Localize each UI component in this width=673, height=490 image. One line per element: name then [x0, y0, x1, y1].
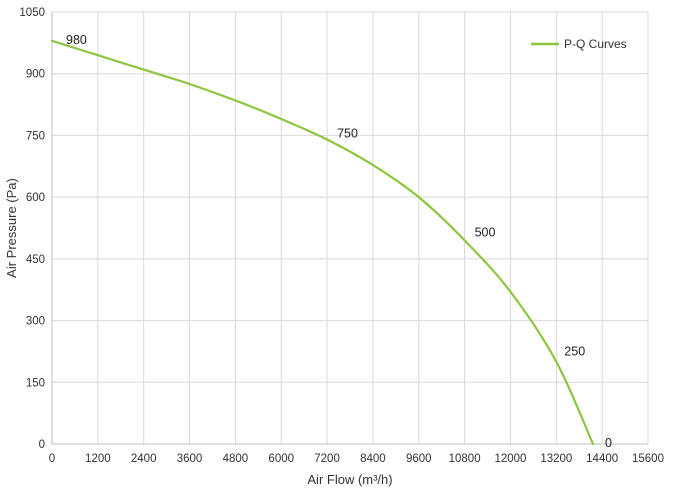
- y-tick-label: 150: [26, 377, 45, 389]
- x-tick-label: 15600: [632, 453, 664, 465]
- y-tick-label: 600: [26, 192, 45, 204]
- data-labels: 980 750 500 250 0: [66, 33, 612, 450]
- y-tick-label: 0: [39, 439, 45, 451]
- y-tick-label: 900: [26, 69, 45, 81]
- x-tick-label: 14400: [586, 453, 618, 465]
- series-layer: [50, 39, 595, 446]
- y-tick-label: 750: [26, 130, 45, 142]
- series-line-pq-curve: [50, 39, 595, 446]
- data-label: 750: [337, 127, 358, 141]
- x-axis-ticks: 0 1200 2400 3600 4800 6000 7200 8400 9600 10800 12…: [49, 453, 664, 465]
- data-label: 250: [564, 345, 585, 359]
- axes: [51, 12, 648, 445]
- legend-label: P-Q Curves: [564, 37, 627, 51]
- x-tick-label: 7200: [314, 453, 340, 465]
- x-tick-label: 6000: [268, 453, 294, 465]
- data-label: 500: [475, 225, 496, 239]
- y-tick-label: 300: [26, 316, 45, 328]
- x-tick-label: 9600: [406, 453, 432, 465]
- x-tick-label: 0: [49, 453, 55, 465]
- y-axis-title: Air Pressure (Pa): [4, 178, 19, 278]
- y-tick-label: 450: [26, 254, 45, 266]
- x-axis-title: Air Flow (m³/h): [307, 472, 392, 487]
- x-tick-label: 2400: [131, 453, 157, 465]
- x-tick-label: 1200: [85, 453, 111, 465]
- y-axis-ticks: 0 150 300 450 600 750 900 1050: [19, 7, 45, 451]
- grid-lines: [52, 11, 649, 444]
- x-tick-label: 4800: [223, 453, 249, 465]
- data-label: 980: [66, 33, 87, 47]
- legend[interactable]: P-Q Curves: [531, 37, 627, 51]
- x-tick-label: 13200: [540, 453, 572, 465]
- y-tick-label: 1050: [19, 7, 45, 19]
- x-tick-label: 12000: [494, 453, 526, 465]
- x-tick-label: 10800: [449, 453, 481, 465]
- x-tick-label: 3600: [177, 453, 203, 465]
- data-label: 0: [605, 436, 612, 450]
- x-tick-label: 8400: [360, 453, 386, 465]
